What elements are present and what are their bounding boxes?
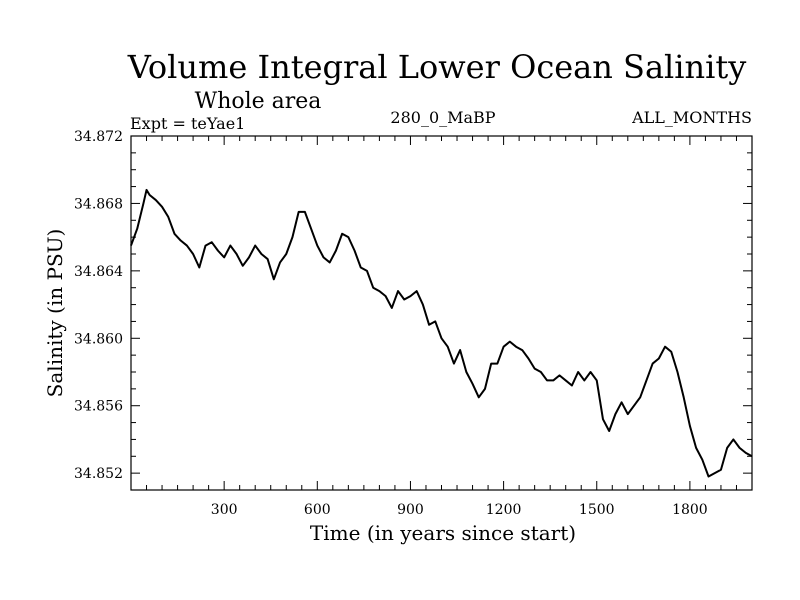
plot-frame [130,135,753,491]
y-tick-label: 34.868 [74,196,123,212]
chart-subtitle: Whole area [195,89,322,114]
y-tick-label: 34.872 [74,129,123,145]
period-label: 280_0_MaBP [390,108,495,127]
salinity-series-line [130,188,753,478]
x-tick-label: 1800 [672,502,708,518]
x-tick-labels: 300 600 900 1200 1500 1800 [211,502,708,518]
y-axis-label: Salinity (in PSU) [43,229,67,398]
x-axis-label: Time (in years since start) [310,521,576,545]
experiment-label: Expt = teYae1 [130,114,245,133]
months-label: ALL_MONTHS [631,108,752,127]
axis-ticks [131,135,752,491]
y-tick-label: 34.856 [74,399,123,415]
y-tick-label: 34.864 [74,264,123,280]
x-tick-label: 1500 [579,502,615,518]
x-tick-label: 600 [304,502,331,518]
chart-title: Volume Integral Lower Ocean Salinity [127,48,747,86]
y-tick-label: 34.860 [74,331,123,347]
x-tick-label: 900 [397,502,424,518]
y-tick-label: 34.852 [74,466,123,482]
x-tick-label: 300 [211,502,238,518]
y-tick-labels: 34.852 34.856 34.860 34.864 34.868 34.872 [74,129,123,482]
x-tick-label: 1200 [486,502,522,518]
